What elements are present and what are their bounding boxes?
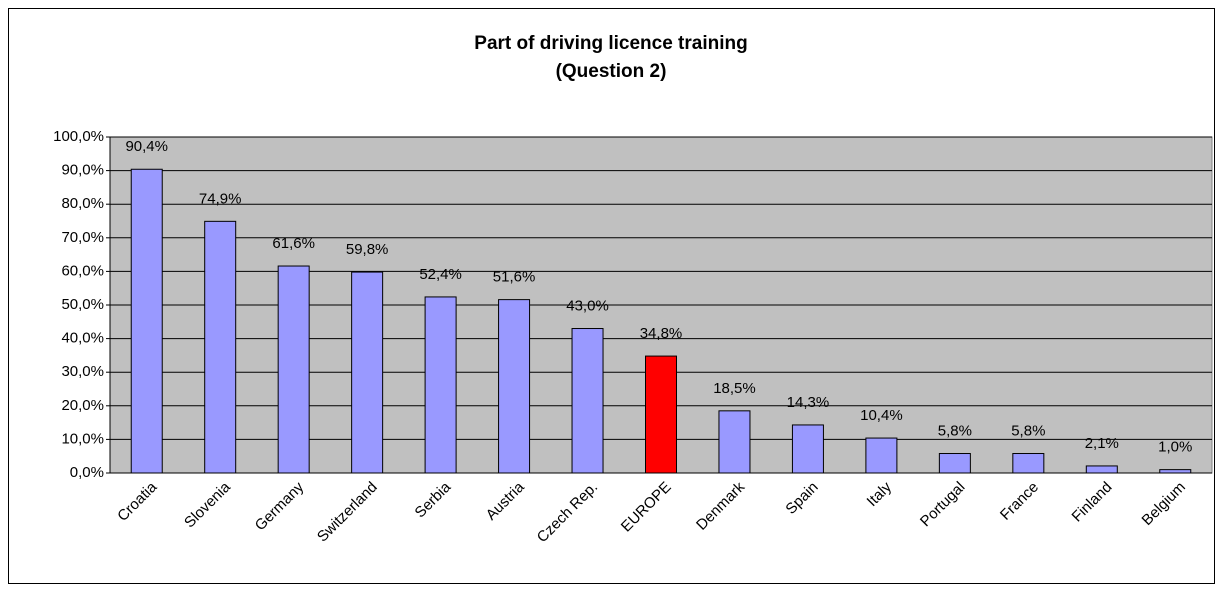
data-label: 51,6% (493, 269, 536, 286)
bar (351, 271, 384, 474)
y-tick-label: 70,0% (61, 229, 104, 246)
data-label: 61,6% (272, 235, 315, 252)
chart-subtitle: (Question 2) (556, 61, 667, 82)
data-label: 43,0% (566, 297, 609, 314)
chart-title: Part of driving licence training (474, 33, 747, 54)
bar (865, 437, 898, 474)
data-label: 52,4% (419, 266, 462, 283)
data-label: 34,8% (640, 325, 683, 342)
data-label: 2,1% (1085, 435, 1119, 452)
bar (130, 168, 163, 474)
y-tick-label: 30,0% (61, 363, 104, 380)
bar (571, 328, 604, 474)
bar (1159, 469, 1192, 474)
data-label: 74,9% (199, 190, 242, 207)
bar (424, 296, 457, 474)
data-label: 5,8% (938, 422, 972, 439)
y-tick-label: 60,0% (61, 262, 104, 279)
y-tick-label: 80,0% (61, 195, 104, 212)
y-tick-label: 90,0% (61, 162, 104, 179)
data-label: 14,3% (787, 394, 830, 411)
bar (1012, 453, 1045, 474)
bar (277, 265, 310, 474)
bar (645, 355, 677, 474)
bar (938, 453, 971, 474)
data-label: 90,4% (125, 138, 168, 155)
y-tick-label: 40,0% (61, 330, 104, 347)
y-tick-label: 50,0% (61, 296, 104, 313)
y-tick-label: 0,0% (70, 464, 104, 481)
bar (1085, 465, 1118, 474)
y-tick-label: 20,0% (61, 397, 104, 414)
data-label: 1,0% (1158, 439, 1192, 456)
y-tick-label: 100,0% (53, 128, 104, 145)
y-tick-label: 10,0% (61, 430, 104, 447)
bar (791, 424, 824, 474)
bar (204, 220, 237, 474)
data-label: 5,8% (1011, 422, 1045, 439)
data-label: 10,4% (860, 407, 903, 424)
data-label: 59,8% (346, 241, 389, 258)
bar (498, 299, 531, 474)
data-label: 18,5% (713, 380, 756, 397)
bar (718, 410, 751, 474)
